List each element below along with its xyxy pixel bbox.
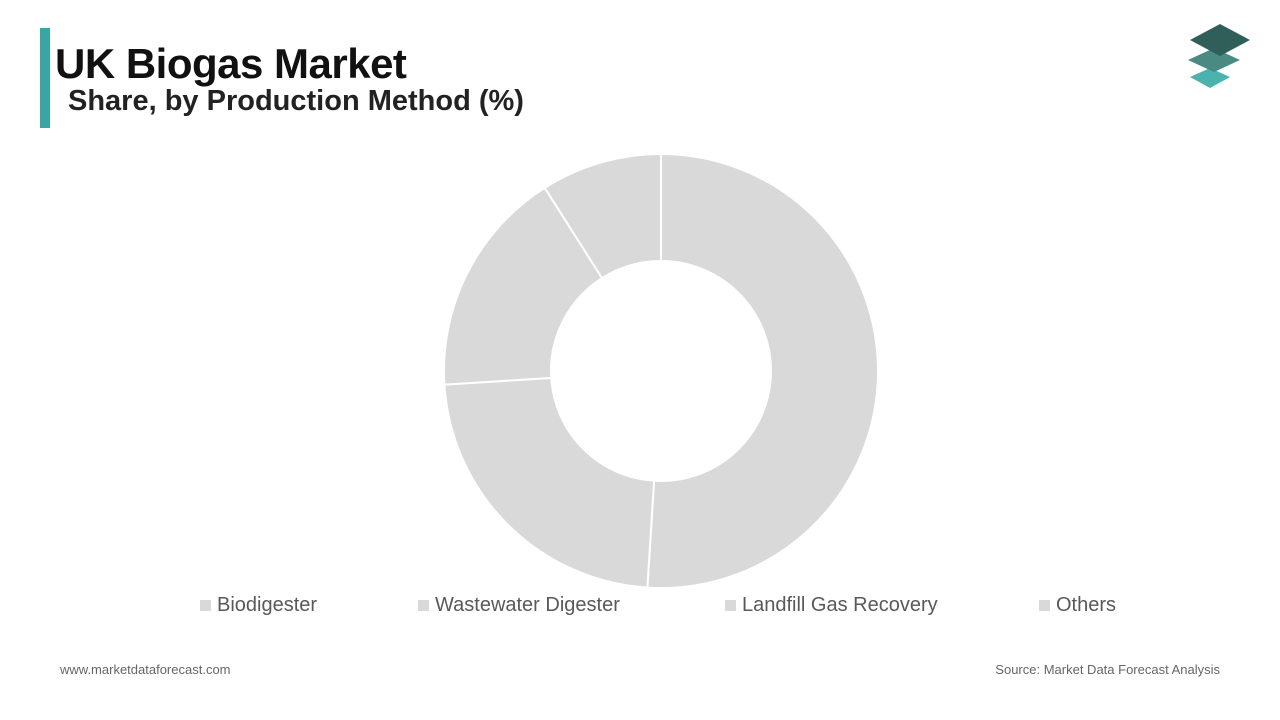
donut-slice-landfill-gas-recovery [443,186,604,386]
donut-slice-wastewater-digester [443,376,656,589]
legend-swatch [1039,600,1050,611]
title-accent-bar [40,28,50,128]
legend-label: Biodigester [217,594,318,616]
chart-legend: Biodigester Wastewater Digester Landfill G… [0,594,1280,620]
donut-slice-biodigester [646,152,879,589]
legend-label: Landfill Gas Recovery [742,594,938,616]
footer-website: www.marketdataforecast.com [60,662,231,677]
legend-swatch [725,600,736,611]
logo-layer-top [1190,24,1250,56]
stacked-layers-logo-icon [1188,24,1250,88]
legend-item: Biodigester [200,594,317,617]
logo-layer-middle [1188,48,1240,72]
legend-label: Wastewater Digester [435,594,620,616]
legend-label: Others [1056,594,1117,616]
logo-layer-bottom [1190,68,1230,88]
chart-subtitle: Share, by Production Method (%) [68,85,524,117]
legend-item: Wastewater Digester [418,594,620,617]
donut-slice-others [543,152,662,280]
footer-source: Source: Market Data Forecast Analysis [995,662,1220,677]
legend-swatch [200,600,211,611]
legend-swatch [418,600,429,611]
chart-title: UK Biogas Market [55,40,407,87]
legend-item: Landfill Gas Recovery [725,594,938,617]
legend-item: Others [1039,594,1116,617]
